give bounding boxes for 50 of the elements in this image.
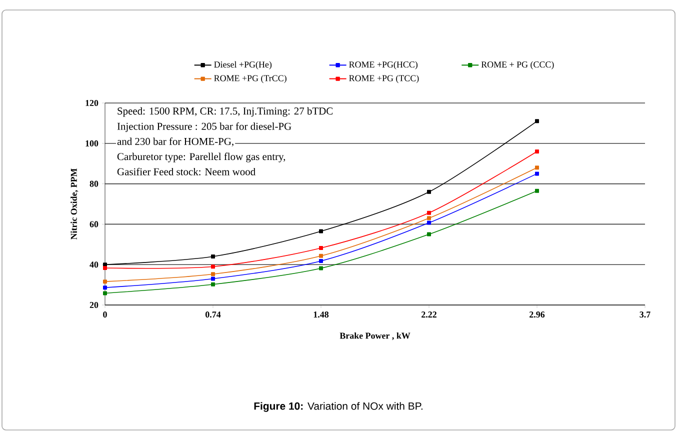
point (103, 262, 108, 267)
point (427, 220, 432, 225)
point (319, 266, 324, 270)
x-tick-label: 2.22 (422, 312, 436, 318)
point (211, 272, 216, 276)
x-tick-label: 0 (103, 312, 107, 318)
point (211, 282, 216, 286)
point (319, 229, 324, 234)
y-tick-label: 80 (90, 180, 98, 187)
point (211, 276, 216, 281)
legend-label: ROME +PG (TCC) (349, 74, 419, 84)
point (103, 291, 108, 296)
legend-label: ROME +PG (TrCC) (214, 74, 286, 84)
x-axis-title: Brake Power , kW (340, 332, 410, 340)
point (535, 166, 540, 170)
point (427, 210, 432, 215)
point (427, 232, 432, 236)
point (211, 264, 216, 269)
point (535, 172, 540, 176)
y-tick-label: 100 (86, 140, 98, 146)
annotation: Gasifier Feed stock: Neem wood (117, 168, 256, 176)
point (319, 246, 324, 250)
text: Figure 10: Variation of NOx with BP. (254, 402, 422, 412)
y-tick-label: 120 (86, 100, 98, 106)
legend-label: ROME +PG(HCC) (349, 61, 418, 70)
y-tick-label: 40 (90, 262, 98, 268)
point (535, 149, 540, 154)
point (319, 258, 324, 263)
y-tick-label: 20 (90, 302, 98, 308)
point (319, 254, 324, 258)
annotation: Carburetor type: Parellel flow gas entry, (117, 152, 286, 162)
point (427, 216, 432, 220)
point (427, 190, 432, 194)
x-tick-label: 1.48 (314, 312, 329, 318)
point (211, 254, 216, 259)
annotation: Speed: 1500 RPM, CR: 17.5, Inj.Timing: 27 bTDC (118, 107, 333, 117)
legend-label: Diesel +PG(He) (214, 61, 272, 70)
x-tick-label: 2.96 (530, 312, 545, 318)
point (103, 286, 108, 290)
y-tick-label: 60 (90, 221, 98, 228)
point (103, 266, 108, 270)
y-axis-title: Nitric Oxide, PPM (70, 168, 78, 240)
x-tick-label: 3.7 (640, 312, 650, 318)
legend-label: ROME + PG (CCC) (481, 61, 554, 70)
annotation: Injection Pressure : 205 bar for diesel-PG (117, 122, 292, 132)
point (103, 280, 108, 284)
x-tick-label: 0.74 (206, 312, 221, 318)
annotation: and 230 bar for HOME-PG, (117, 138, 234, 146)
point (535, 119, 540, 124)
point (535, 188, 540, 193)
